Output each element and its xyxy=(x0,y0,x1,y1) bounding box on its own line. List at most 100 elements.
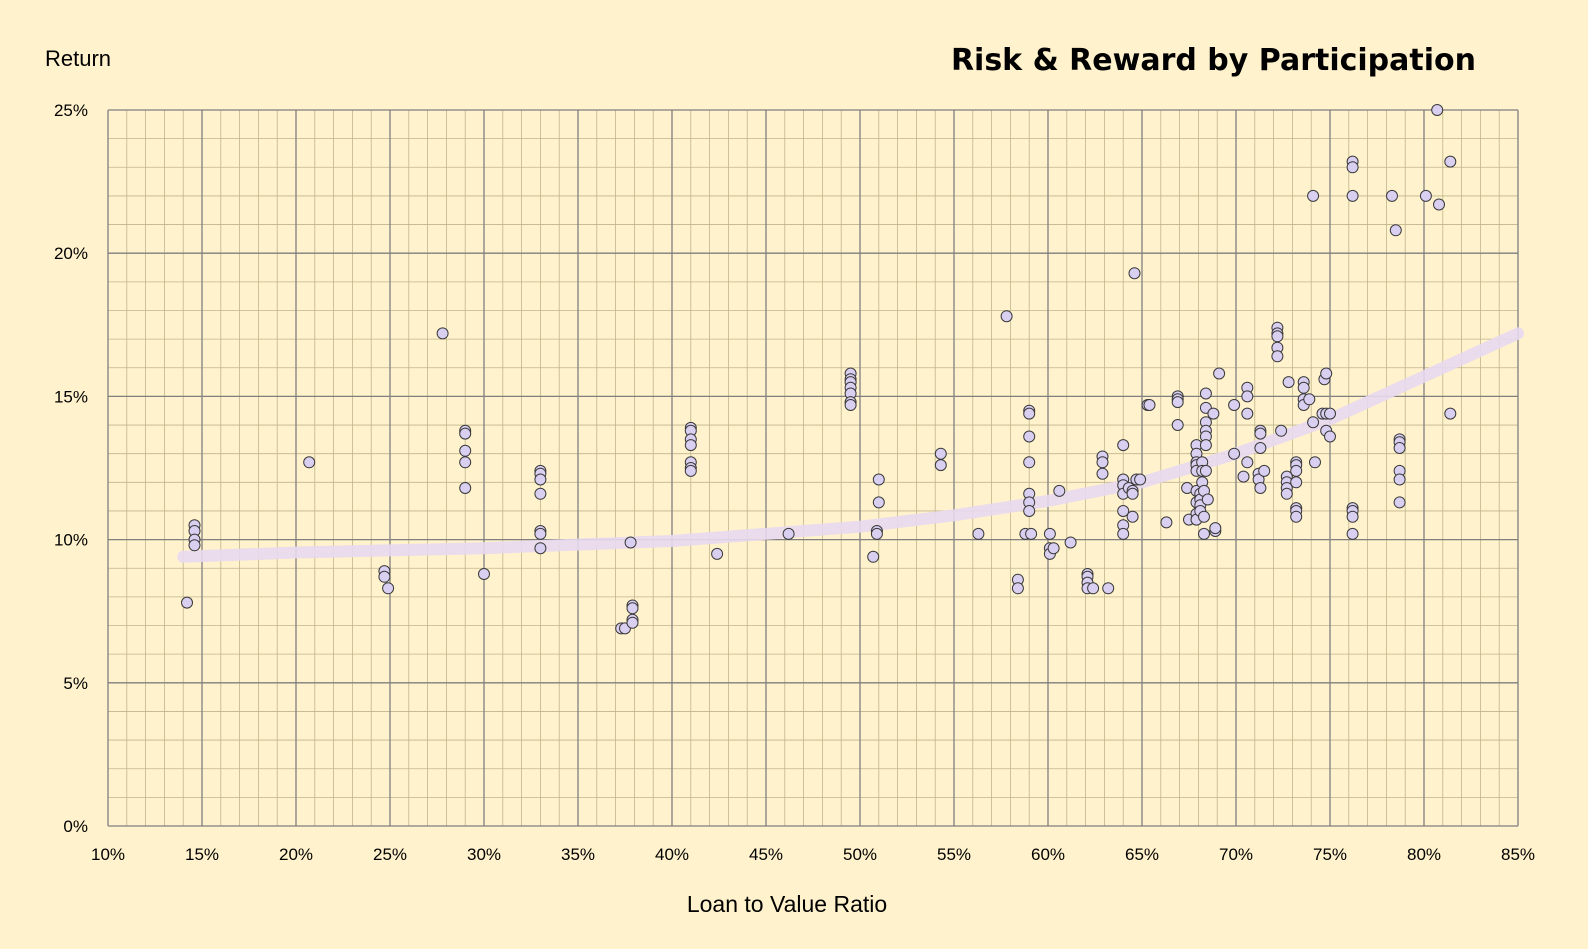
data-point xyxy=(1241,390,1254,403)
data-point xyxy=(1433,198,1445,211)
y-tick-label: 5% xyxy=(63,674,88,693)
data-point xyxy=(1053,484,1066,497)
data-point xyxy=(1271,330,1284,343)
data-point xyxy=(1254,427,1267,440)
data-point xyxy=(478,568,490,580)
x-tick-label: 40% xyxy=(655,845,689,864)
data-point xyxy=(1023,456,1036,469)
data-point xyxy=(459,427,472,440)
data-point xyxy=(1290,464,1303,477)
x-tick-label: 20% xyxy=(279,845,313,864)
data-point xyxy=(1000,310,1013,323)
data-point xyxy=(1087,582,1100,595)
x-tick-label: 45% xyxy=(749,845,783,864)
data-point xyxy=(1117,439,1130,452)
data-point xyxy=(1237,470,1250,483)
data-point xyxy=(1346,161,1359,174)
data-point xyxy=(1102,582,1115,595)
data-point xyxy=(1275,424,1288,437)
x-tick-label: 85% xyxy=(1501,845,1535,864)
data-point xyxy=(1209,522,1222,535)
data-point xyxy=(1117,505,1130,517)
data-point xyxy=(534,487,547,500)
data-point xyxy=(1320,367,1333,380)
x-tick-label: 70% xyxy=(1219,845,1253,864)
x-tick-label: 10% xyxy=(91,845,125,864)
data-point xyxy=(1290,510,1303,523)
data-point xyxy=(1096,456,1109,469)
trendline xyxy=(177,327,1524,563)
data-point xyxy=(1198,510,1210,523)
data-point xyxy=(1389,224,1402,237)
data-point xyxy=(626,616,639,629)
x-tick-label: 65% xyxy=(1125,845,1159,864)
data-point xyxy=(1199,387,1212,400)
data-point xyxy=(181,596,193,609)
data-point xyxy=(867,550,880,563)
data-point xyxy=(1393,496,1406,509)
data-point xyxy=(1023,407,1036,420)
x-tick-label: 55% xyxy=(937,845,971,864)
data-point xyxy=(1241,407,1254,420)
y-axis-label: Return xyxy=(45,46,111,71)
data-point xyxy=(1393,442,1406,454)
data-point xyxy=(872,473,885,486)
data-point xyxy=(1096,467,1109,480)
data-point xyxy=(534,527,547,540)
data-point xyxy=(1126,510,1139,523)
data-point xyxy=(1282,376,1295,389)
data-point xyxy=(1198,527,1210,540)
data-point xyxy=(1047,542,1060,555)
data-point xyxy=(1023,505,1036,517)
data-point xyxy=(934,447,947,460)
data-point xyxy=(1324,430,1336,443)
data-point xyxy=(459,456,472,469)
y-tick-label: 10% xyxy=(54,531,88,550)
y-tick-label: 20% xyxy=(54,244,88,263)
x-tick-label: 15% xyxy=(185,845,219,864)
data-point xyxy=(1346,527,1359,540)
data-point xyxy=(1254,442,1267,454)
data-point xyxy=(188,539,201,552)
data-point xyxy=(1309,456,1321,469)
data-point xyxy=(684,439,697,452)
x-tick-label: 60% xyxy=(1031,845,1065,864)
data-points xyxy=(181,104,1457,635)
data-point xyxy=(1134,473,1147,486)
data-point xyxy=(1444,155,1457,168)
data-point xyxy=(870,527,883,540)
data-point xyxy=(1128,267,1141,280)
data-point xyxy=(684,464,697,477)
data-point xyxy=(1307,416,1320,429)
y-tick-label: 15% xyxy=(54,387,88,406)
data-point xyxy=(378,570,391,583)
x-axis-label: Loan to Value Ratio xyxy=(687,891,887,917)
data-point xyxy=(1023,430,1036,443)
major-gridlines xyxy=(107,109,1519,827)
data-point xyxy=(1043,527,1056,540)
data-point xyxy=(711,547,724,560)
data-point xyxy=(1117,527,1130,540)
data-point xyxy=(1025,527,1038,540)
y-tick-label: 25% xyxy=(54,101,88,120)
data-point xyxy=(1419,189,1432,202)
data-point xyxy=(1324,407,1336,420)
x-tick-labels: 10% 15% 20% 25% 30% 35% 40% 45% 50% 55% 60% 65% 70% 7… xyxy=(91,845,1535,864)
data-point xyxy=(1201,493,1214,506)
data-point xyxy=(782,527,795,540)
data-point xyxy=(1271,350,1284,363)
trendline-group xyxy=(177,327,1524,563)
data-point xyxy=(436,327,449,340)
data-point xyxy=(1346,189,1359,202)
data-point xyxy=(1171,396,1184,409)
data-point xyxy=(934,459,947,472)
x-tick-label: 75% xyxy=(1313,845,1347,864)
data-point xyxy=(1126,487,1139,500)
x-tick-label: 80% xyxy=(1407,845,1441,864)
data-point xyxy=(1346,510,1359,523)
data-point xyxy=(1199,464,1212,477)
data-point xyxy=(1444,407,1457,420)
data-point xyxy=(1290,476,1303,489)
y-tick-label: 0% xyxy=(63,817,88,836)
